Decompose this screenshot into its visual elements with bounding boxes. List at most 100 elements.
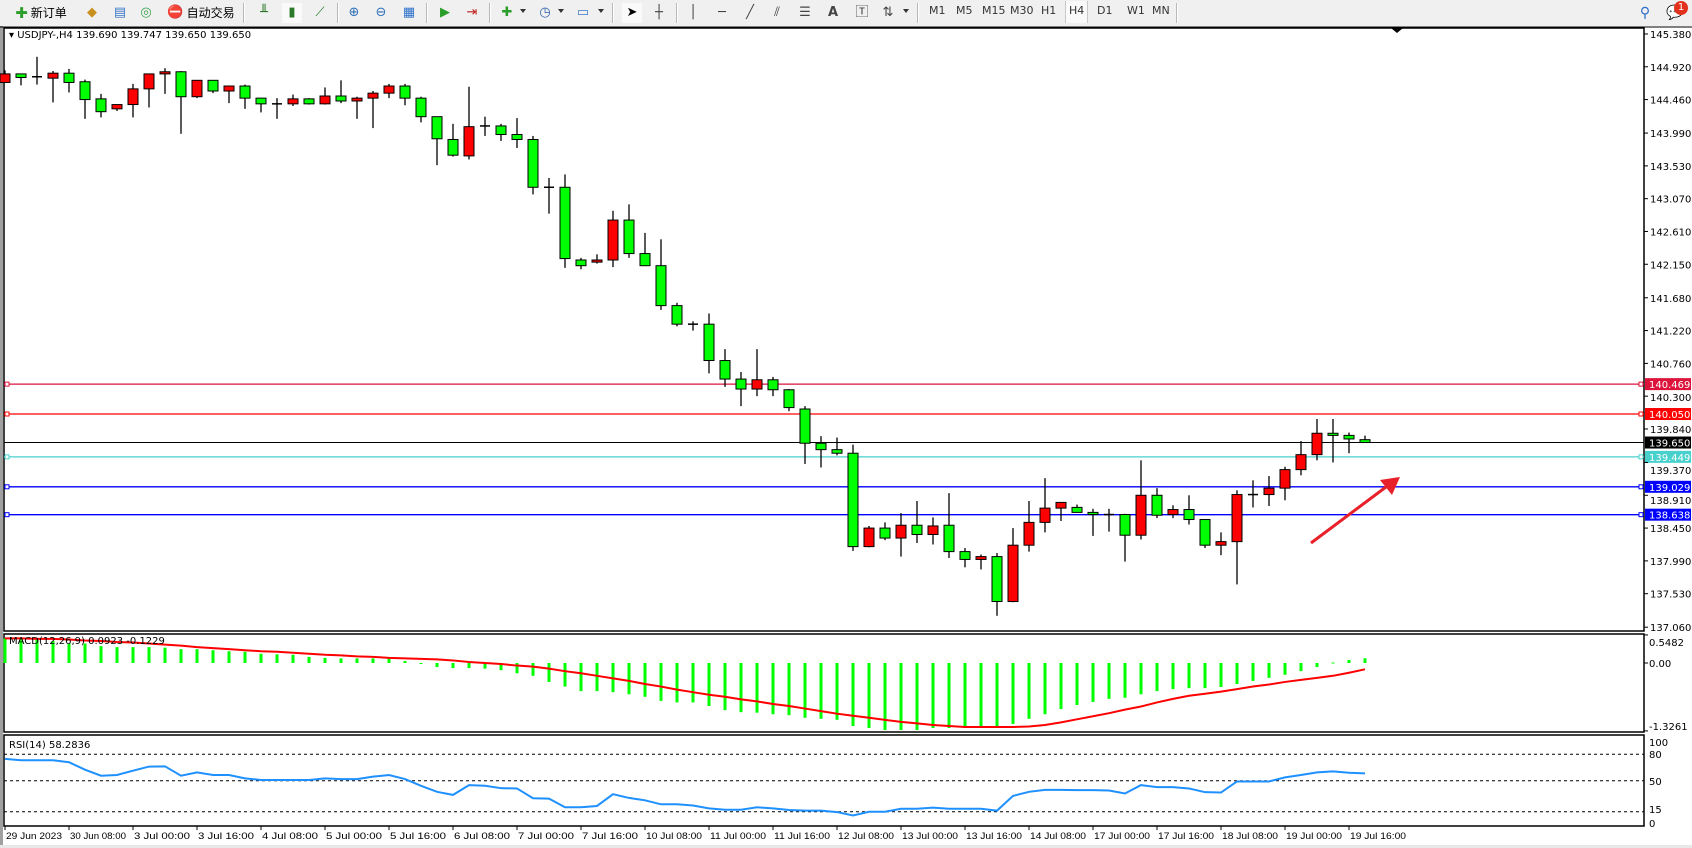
- macd-histogram-bar: [1219, 663, 1223, 688]
- candle-body: [767, 379, 779, 391]
- candle-body: [111, 104, 123, 110]
- arrows-tool[interactable]: ⇅: [878, 3, 898, 23]
- chart-window[interactable]: 140.469 140.050 139.449 139.029 138.638 139.6…: [0, 26, 1692, 848]
- candle-body: [1263, 487, 1275, 496]
- candle-body: [799, 408, 811, 444]
- macd-histogram-bar: [51, 640, 55, 663]
- candle-body: [719, 360, 731, 380]
- macd-axis-label: -1.3261: [1649, 722, 1688, 733]
- new-order-button[interactable]: ✚ 新订单: [6, 3, 76, 23]
- search-button[interactable]: ⚲: [1636, 3, 1654, 23]
- arrows-dropdown-icon[interactable]: [903, 9, 909, 13]
- candle-body: [1295, 454, 1307, 471]
- level-handle-icon: [1638, 381, 1644, 387]
- macd-histogram-bar: [851, 663, 855, 726]
- date-axis-label: 7 Jul 00:00: [518, 831, 574, 842]
- candle-body: [79, 81, 91, 101]
- data-window-button[interactable]: ▤: [110, 3, 130, 23]
- macd-histogram-bar: [1123, 663, 1127, 698]
- candle-body: [1327, 432, 1339, 436]
- templates-button[interactable]: ▭: [572, 3, 594, 23]
- timeframe-w1[interactable]: W1: [1127, 4, 1145, 17]
- candle-body: [399, 85, 411, 99]
- fibonacci-tool[interactable]: ☰: [795, 3, 815, 23]
- macd-histogram-bar: [339, 658, 343, 663]
- collapse-triangle-icon: ▾: [9, 30, 17, 41]
- macd-histogram-bar: [19, 638, 23, 663]
- candle: [1263, 476, 1275, 506]
- candle: [1167, 505, 1179, 519]
- candle: [159, 68, 171, 94]
- timeframe-m15[interactable]: M15: [982, 4, 1006, 17]
- macd-histogram-bar: [563, 663, 567, 687]
- auto-scroll-icon: ▶: [440, 5, 450, 20]
- date-axis-label: 18 Jul 08:00: [1222, 831, 1278, 842]
- timeframe-h4[interactable]: H4: [1065, 1, 1089, 23]
- candle: [383, 83, 395, 99]
- candle-body: [607, 219, 619, 261]
- periods-dropdown-icon[interactable]: [558, 9, 564, 13]
- timeframe-m5[interactable]: M5: [956, 4, 973, 17]
- date-axis-label: 19 Jul 16:00: [1350, 831, 1406, 842]
- macd-histogram-bar: [755, 663, 759, 713]
- auto-trading-button[interactable]: ⛔ 自动交易: [162, 3, 240, 23]
- date-axis-label: 19 Jul 00:00: [1286, 831, 1342, 842]
- line-chart-button[interactable]: ⟋: [310, 3, 330, 23]
- candlestick-button[interactable]: ▮: [282, 3, 302, 23]
- text-label-tool[interactable]: 🅃: [852, 3, 872, 23]
- macd-histogram-bar: [707, 663, 711, 707]
- periods-button[interactable]: ◷: [535, 3, 555, 23]
- date-axis-label: 3 Jul 00:00: [134, 831, 190, 842]
- vertical-line-tool[interactable]: │: [683, 3, 703, 23]
- indicators-dropdown-icon[interactable]: [520, 9, 526, 13]
- price-axis-label: 144.920: [1650, 63, 1691, 74]
- macd-histogram-bar: [435, 663, 439, 668]
- level-price-label: 139.449: [1649, 453, 1690, 464]
- candle-body: [1167, 509, 1179, 516]
- macd-histogram-bar: [1347, 659, 1351, 663]
- indicators-button[interactable]: ✚: [497, 3, 517, 23]
- candle-body: [0, 73, 11, 83]
- macd-histogram-bar: [515, 663, 519, 674]
- timeframe-mn[interactable]: MN: [1152, 4, 1170, 17]
- level-price-tag: [1645, 508, 1691, 521]
- candle: [287, 94, 299, 106]
- candle: [303, 98, 315, 105]
- level-handle-icon: [4, 484, 10, 490]
- macd-histogram-bar: [659, 663, 663, 701]
- horizontal-line-tool[interactable]: ─: [712, 3, 732, 23]
- zoom-out-button[interactable]: ⊖: [371, 3, 391, 23]
- text-label-icon: 🅃: [855, 5, 869, 20]
- notifications-button[interactable]: 💬 1: [1662, 1, 1688, 23]
- cursor-tool[interactable]: ➤: [622, 3, 642, 23]
- red-arrow-annotation[interactable]: [1310, 477, 1400, 545]
- macd-histogram-bar: [643, 663, 647, 697]
- bar-chart-button[interactable]: ╨: [254, 3, 274, 23]
- timeframe-d1[interactable]: D1: [1097, 4, 1113, 17]
- macd-histogram-bar: [1171, 663, 1175, 690]
- macd-histogram-bar: [691, 663, 695, 703]
- timeframe-m1[interactable]: M1: [929, 4, 946, 17]
- date-axis-label: 10 Jul 08:00: [646, 831, 702, 842]
- trendline-tool[interactable]: ╱: [740, 3, 760, 23]
- chart-shift-marker-icon[interactable]: [1391, 28, 1403, 33]
- macd-histogram-bar: [147, 647, 151, 663]
- text-tool[interactable]: A: [823, 3, 843, 23]
- macd-histogram-bar: [771, 663, 775, 715]
- market-watch-button[interactable]: ◆: [82, 3, 102, 23]
- candle-body: [1007, 544, 1019, 603]
- tile-windows-button[interactable]: ▦: [399, 3, 419, 23]
- auto-scroll-button[interactable]: ▶: [435, 3, 455, 23]
- auto-trading-label: 自动交易: [186, 6, 235, 20]
- templates-dropdown-icon[interactable]: [598, 9, 604, 13]
- timeframe-m30[interactable]: M30: [1010, 4, 1034, 17]
- navigator-button[interactable]: ◎: [136, 3, 156, 23]
- candle-body: [159, 71, 171, 75]
- candle-body: [639, 253, 651, 267]
- zoom-in-button[interactable]: ⊕: [344, 3, 364, 23]
- equidistant-channel-tool[interactable]: ⫽: [767, 3, 787, 23]
- crosshair-tool[interactable]: ┼: [649, 3, 669, 23]
- chart-shift-button[interactable]: ⇥: [462, 3, 482, 23]
- candle-body: [703, 323, 715, 362]
- timeframe-h1[interactable]: H1: [1041, 4, 1057, 17]
